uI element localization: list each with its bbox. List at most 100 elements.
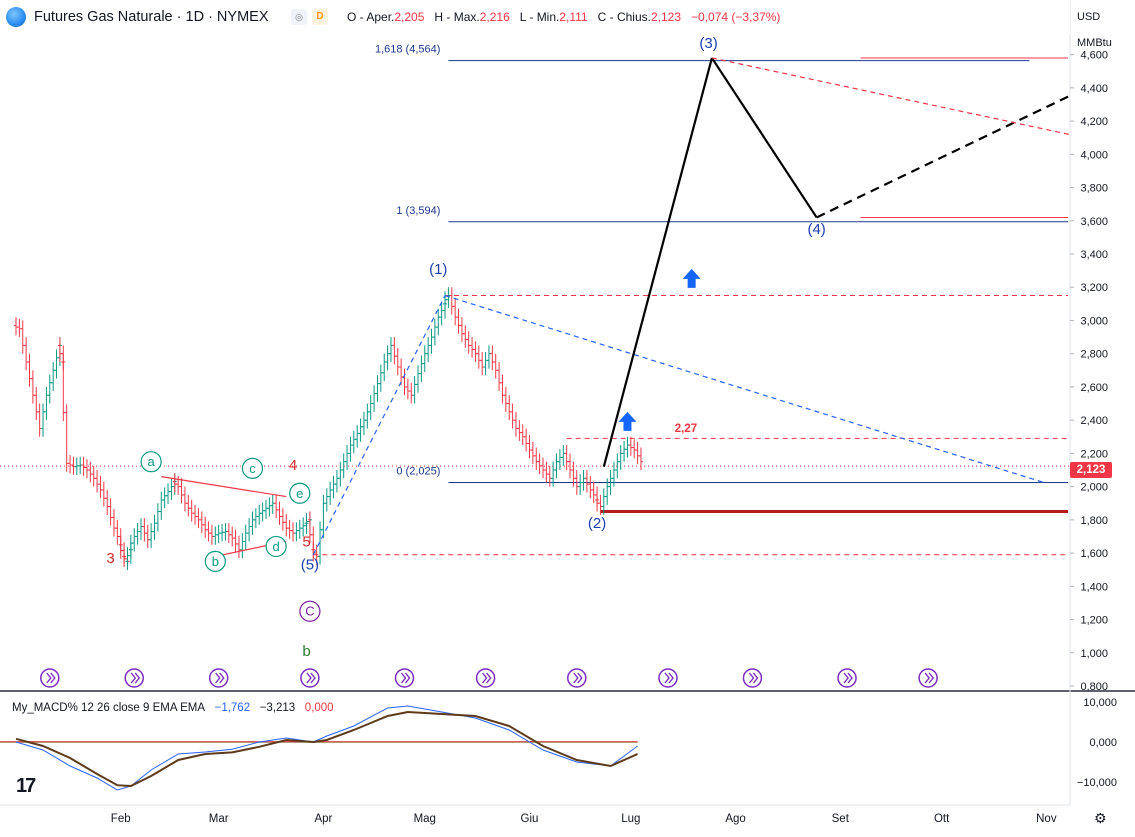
symbol-title[interactable]: Futures Gas Naturale · 1D · NYMEX [34, 9, 269, 25]
time-tick-label: Mar [209, 813, 229, 825]
time-tick-label: Feb [111, 813, 131, 825]
macd-name: My_MACD% 12 26 close 9 EMA EMA [12, 702, 206, 714]
event-marker-chevron [400, 672, 411, 684]
macd-tick-label: −10,000 [1077, 777, 1117, 789]
wave-circle [204, 550, 226, 572]
tradingview-logo[interactable]: 17 [16, 775, 36, 797]
event-marker-icon [742, 668, 763, 688]
time-tick-label: Mag [414, 813, 436, 825]
high-label: H - Max. [434, 10, 480, 24]
ohlc-readout: O - Aper.2,205 H - Max.2,216 L - Min. 2,1… [347, 10, 780, 24]
wave-label: (3) [699, 35, 717, 52]
event-marker-chevron [46, 672, 56, 684]
time-tick-label: Apr [314, 813, 332, 825]
close-value: 2,123 [650, 10, 681, 24]
unit-selector[interactable]: MMBtu [1077, 37, 1112, 49]
fib-level-label: 1,618 (4,564) [375, 44, 440, 56]
event-marker-icon [837, 668, 857, 688]
time-tick-label: Ott [934, 813, 950, 825]
price-tick-label: 4,200 [1080, 116, 1108, 128]
macd-legend[interactable]: My_MACD% 12 26 close 9 EMA EMA −1,762 −3… [12, 702, 334, 714]
trend-line [444, 294, 1047, 484]
event-marker-icon [658, 668, 678, 688]
wave-circle [265, 535, 287, 558]
macd-tick-label: 0,000 [1089, 737, 1117, 749]
open-value: 2,205 [394, 10, 425, 24]
price-tick-label: 4,400 [1080, 83, 1108, 95]
wave-circle-label: a [148, 454, 156, 469]
price-tick-label: 2,800 [1080, 349, 1108, 361]
wave-circle-label: c [249, 461, 256, 476]
wave-circle-label: C [305, 604, 314, 619]
fib-level-label: 0 (2,025) [396, 465, 440, 477]
event-marker-chevron [130, 672, 141, 684]
signal-value: −3,213 [259, 702, 296, 714]
level-label: 2,27 [675, 423, 697, 435]
wave-label: (1) [429, 261, 447, 278]
price-tick-label: 2,400 [1080, 415, 1108, 427]
price-tick-label: 1,600 [1080, 548, 1108, 560]
price-tick-label: 2,000 [1080, 482, 1108, 494]
wave-circle-label: b [212, 554, 219, 569]
price-tick-label: 1,800 [1080, 515, 1108, 527]
trend-line [312, 295, 446, 556]
time-tick-label: Set [832, 813, 850, 825]
trend-line [816, 95, 1070, 219]
event-marker-chevron [215, 672, 225, 684]
price-tick-label: 3,600 [1080, 216, 1108, 228]
event-marker-chevron [924, 672, 935, 684]
wave-label: b [302, 643, 310, 660]
event-marker-chevron [843, 672, 853, 684]
open-label: O - Aper. [347, 10, 395, 24]
event-marker-icon [918, 668, 938, 688]
wave-circle [241, 457, 264, 479]
low-label: L - Min. [519, 10, 560, 24]
wave-circle [140, 451, 162, 473]
macd-signal-line [15, 710, 639, 788]
hist-value: 0,000 [304, 702, 334, 714]
high-value: 2,216 [479, 10, 510, 24]
time-tick-label: Giu [521, 813, 539, 825]
event-marker-chevron [748, 672, 759, 684]
wave-label: (5) [301, 557, 319, 574]
macd-value: −1,762 [214, 702, 251, 714]
trend-line [711, 57, 1070, 135]
data-badge[interactable]: D [312, 9, 328, 25]
wave-circle-label: d [273, 539, 280, 554]
wave-label: 4 [289, 457, 297, 474]
symbol-logo-icon [6, 7, 26, 27]
event-marker-icon [394, 668, 415, 688]
up-arrow-icon [682, 268, 701, 288]
time-tick-label: Nov [1036, 813, 1057, 825]
event-marker-icon [40, 668, 60, 688]
wave-label: 3 [106, 550, 114, 567]
change-value: −0,074 (−3,37%) [691, 10, 781, 24]
last-price-badge: 2,123 [1070, 462, 1112, 478]
wave-circle-label: e [296, 486, 303, 501]
wave-circle [299, 600, 321, 622]
event-marker-chevron [306, 672, 316, 684]
wave-label: (4) [807, 221, 825, 238]
price-tick-label: 1,400 [1080, 581, 1108, 593]
time-tick-label: Lug [621, 813, 640, 825]
trend-line [602, 57, 713, 467]
price-tick-label: 1,200 [1080, 615, 1108, 627]
price-tick-label: 3,400 [1080, 249, 1108, 261]
event-marker-chevron [573, 672, 583, 684]
price-tick-label: 4,600 [1080, 50, 1108, 62]
event-marker-icon [567, 668, 587, 688]
price-tick-label: 4,000 [1080, 149, 1108, 161]
price-tick-label: 3,000 [1080, 315, 1108, 327]
eye-icon[interactable]: ◎ [291, 9, 307, 25]
event-marker-icon [208, 668, 229, 688]
currency-selector[interactable]: USD [1077, 11, 1101, 23]
gear-icon[interactable]: ⚙ [1094, 810, 1107, 826]
trend-line [710, 57, 818, 219]
chart-header: Futures Gas Naturale · 1D · NYMEX ◎ D O … [0, 0, 1070, 34]
event-marker-icon [300, 668, 320, 688]
price-tick-label: 0,800 [1080, 681, 1108, 693]
event-marker-icon [124, 668, 144, 688]
price-tick-label: 2,600 [1080, 382, 1108, 394]
